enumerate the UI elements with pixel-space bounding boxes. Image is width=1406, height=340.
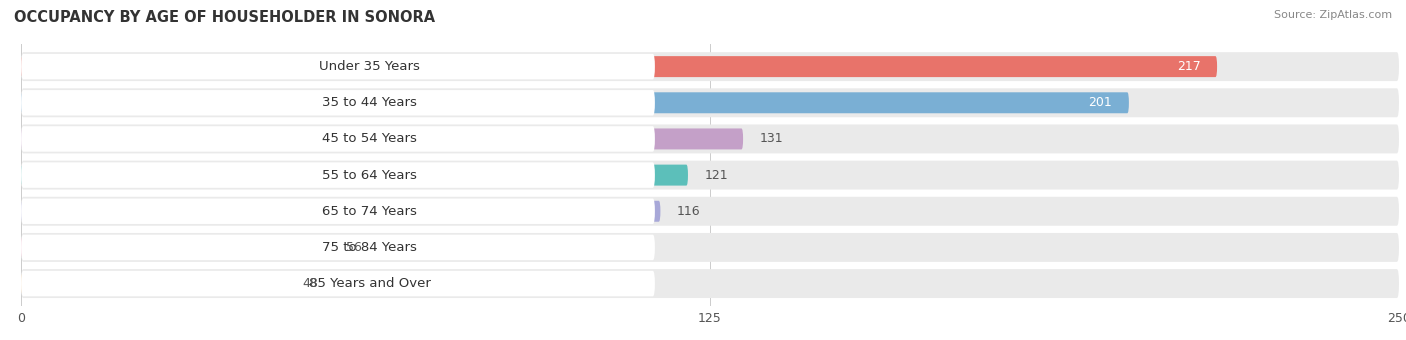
FancyBboxPatch shape xyxy=(21,90,655,116)
FancyBboxPatch shape xyxy=(21,271,655,296)
Text: 201: 201 xyxy=(1088,96,1112,109)
Text: 121: 121 xyxy=(704,169,728,182)
FancyBboxPatch shape xyxy=(21,199,655,224)
Text: 65 to 74 Years: 65 to 74 Years xyxy=(322,205,418,218)
Text: OCCUPANCY BY AGE OF HOUSEHOLDER IN SONORA: OCCUPANCY BY AGE OF HOUSEHOLDER IN SONOR… xyxy=(14,10,436,25)
Text: 35 to 44 Years: 35 to 44 Years xyxy=(322,96,418,109)
FancyBboxPatch shape xyxy=(21,201,661,222)
Text: 55 to 64 Years: 55 to 64 Years xyxy=(322,169,418,182)
Text: 75 to 84 Years: 75 to 84 Years xyxy=(322,241,418,254)
FancyBboxPatch shape xyxy=(21,197,1399,226)
Text: Source: ZipAtlas.com: Source: ZipAtlas.com xyxy=(1274,10,1392,20)
Text: 131: 131 xyxy=(759,133,783,146)
FancyBboxPatch shape xyxy=(21,163,655,188)
Text: 45 to 54 Years: 45 to 54 Years xyxy=(322,133,418,146)
Text: 217: 217 xyxy=(1177,60,1201,73)
FancyBboxPatch shape xyxy=(21,129,744,149)
FancyBboxPatch shape xyxy=(21,235,655,260)
FancyBboxPatch shape xyxy=(21,52,1399,81)
Text: 85 Years and Over: 85 Years and Over xyxy=(309,277,430,290)
FancyBboxPatch shape xyxy=(21,54,655,79)
FancyBboxPatch shape xyxy=(21,124,1399,153)
Text: 48: 48 xyxy=(302,277,318,290)
Text: Under 35 Years: Under 35 Years xyxy=(319,60,420,73)
FancyBboxPatch shape xyxy=(21,237,330,258)
FancyBboxPatch shape xyxy=(21,126,655,152)
Text: 116: 116 xyxy=(676,205,700,218)
FancyBboxPatch shape xyxy=(21,233,1399,262)
FancyBboxPatch shape xyxy=(21,160,1399,190)
FancyBboxPatch shape xyxy=(21,165,688,186)
Text: 56: 56 xyxy=(346,241,363,254)
FancyBboxPatch shape xyxy=(21,273,285,294)
FancyBboxPatch shape xyxy=(21,88,1399,117)
FancyBboxPatch shape xyxy=(21,92,1129,113)
FancyBboxPatch shape xyxy=(21,269,1399,298)
FancyBboxPatch shape xyxy=(21,56,1218,77)
